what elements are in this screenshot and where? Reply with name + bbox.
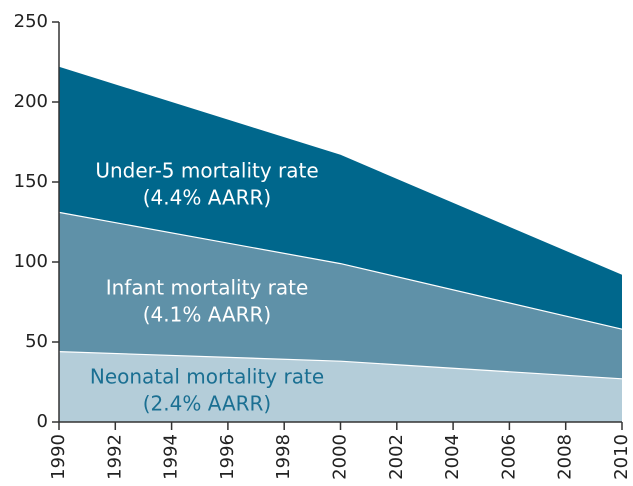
x-tick-label: 2010 [611, 434, 632, 480]
series-label: Neonatal mortality rate [90, 365, 324, 389]
series-label: Under-5 mortality rate [95, 159, 318, 183]
x-tick-label: 1998 [273, 434, 294, 480]
area-edge [58, 351, 623, 380]
x-tick-label: 1996 [217, 434, 238, 480]
x-tick-label: 1992 [104, 434, 125, 480]
series-note: (4.1% AARR) [143, 303, 272, 327]
series-note: (4.4% AARR) [143, 186, 272, 210]
area-edge [58, 211, 623, 330]
area [59, 351, 622, 422]
y-tick-label: 100 [14, 251, 48, 272]
y-tick-label: 0 [37, 411, 48, 432]
y-tick-label: 200 [14, 91, 48, 112]
x-tick-label: 2006 [498, 434, 519, 480]
series-note: (2.4% AARR) [143, 392, 272, 416]
y-tick-label: 150 [14, 171, 48, 192]
x-tick-label: 2008 [555, 434, 576, 480]
x-tick-label: 1994 [161, 434, 182, 480]
x-tick-label: 2000 [330, 434, 351, 480]
x-tick-label: 2002 [386, 434, 407, 480]
x-tick-label: 1990 [48, 434, 69, 480]
x-tick-label: 2004 [442, 434, 463, 480]
y-tick-label: 50 [25, 331, 48, 352]
series-label: Infant mortality rate [106, 276, 309, 300]
y-tick-label: 250 [14, 11, 48, 32]
